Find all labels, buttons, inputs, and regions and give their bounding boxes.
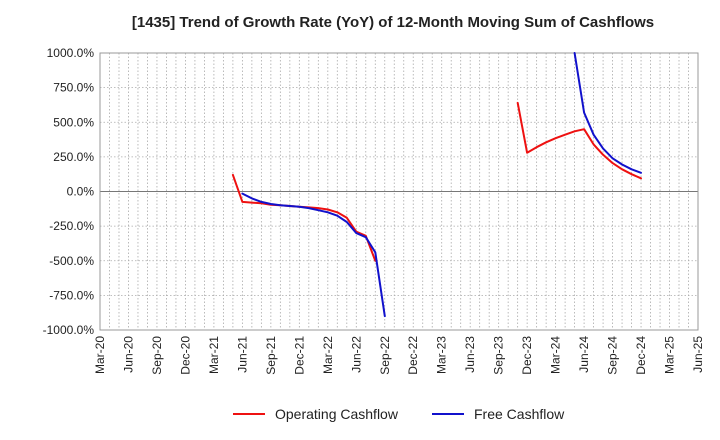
y-tick-label: -750.0% [49, 288, 94, 302]
y-tick-label: 0.0% [67, 185, 95, 199]
series-line-free-cashflow [573, 52, 642, 174]
series-line-operating-cashflow [231, 173, 377, 262]
y-axis: 1000.0% 750.0% 500.0% 250.0% 0.0% -250.0% -500… [43, 46, 95, 337]
x-tick-label: Sep-21 [264, 336, 278, 375]
x-tick-label: Sep-24 [606, 336, 620, 375]
x-tick-label: Dec-20 [178, 336, 192, 375]
grid [100, 53, 698, 330]
x-tick-label: Dec-24 [634, 336, 648, 375]
legend: Operating Cashflow Free Cashflow [233, 406, 565, 422]
plot-area-frame [99, 52, 699, 331]
chart-title: [1435] Trend of Growth Rate (YoY) of 12-… [132, 14, 654, 31]
x-tick-label: Sep-22 [378, 336, 392, 375]
x-tick-label: Dec-21 [292, 336, 306, 375]
legend-label: Operating Cashflow [275, 406, 399, 422]
x-tick-label: Jun-22 [349, 336, 363, 373]
x-tick-label: Mar-22 [321, 336, 335, 374]
y-tick-label: 750.0% [53, 81, 94, 95]
series-lines [231, 52, 642, 318]
y-tick-label: -500.0% [49, 254, 94, 268]
y-tick-label: 500.0% [53, 115, 94, 129]
series-line-operating-cashflow [516, 101, 642, 180]
x-tick-label: Sep-20 [150, 336, 164, 375]
x-tick-label: Jun-20 [121, 336, 135, 373]
x-tick-label: Jun-25 [691, 336, 705, 373]
x-tick-label: Sep-23 [492, 336, 506, 375]
x-tick-label: Jun-21 [235, 336, 249, 373]
x-axis: Mar-20 Jun-20 Sep-20 Dec-20 Mar-21 Jun-21 Sep-… [93, 336, 705, 375]
x-tick-label: Jun-24 [577, 336, 591, 373]
y-tick-label: 250.0% [53, 150, 94, 164]
x-tick-label: Mar-25 [663, 336, 677, 374]
y-tick-label: 1000.0% [47, 46, 95, 60]
y-tick-label: -1000.0% [43, 323, 95, 337]
series-line-free-cashflow [241, 192, 386, 318]
legend-label: Free Cashflow [474, 406, 565, 422]
x-tick-label: Dec-23 [520, 336, 534, 375]
x-tick-label: Jun-23 [463, 336, 477, 373]
x-tick-label: Mar-20 [93, 336, 107, 374]
x-tick-label: Mar-24 [549, 336, 563, 374]
x-tick-label: Dec-22 [406, 336, 420, 375]
x-tick-label: Mar-23 [435, 336, 449, 374]
y-tick-label: -250.0% [49, 219, 94, 233]
x-tick-label: Mar-21 [207, 336, 221, 374]
